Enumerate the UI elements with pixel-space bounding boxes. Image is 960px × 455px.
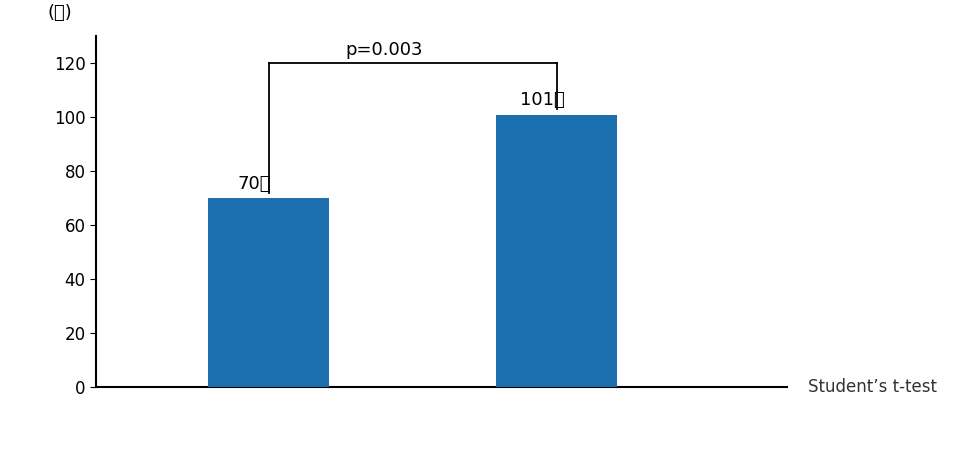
Text: 70日: 70日 [238,175,271,193]
Text: p=0.003: p=0.003 [346,41,422,59]
Text: 101日: 101日 [520,91,564,109]
Text: Student’s t-test: Student’s t-test [808,378,937,396]
Text: (日): (日) [48,5,72,22]
Bar [496,115,617,387]
Bar [208,198,329,387]
